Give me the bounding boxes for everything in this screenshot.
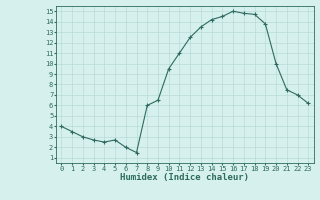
X-axis label: Humidex (Indice chaleur): Humidex (Indice chaleur) [120,173,249,182]
